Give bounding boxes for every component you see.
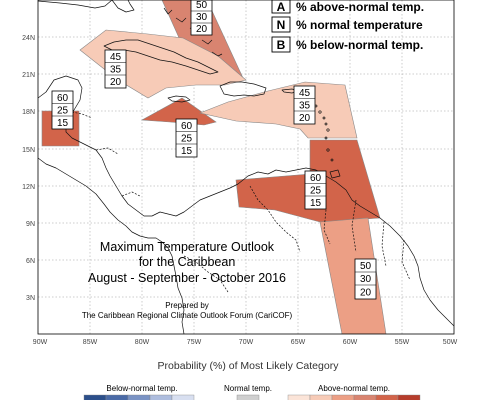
lat-label: 18N — [22, 109, 35, 116]
category-key: A % above-normal temp. N % normal temper… — [271, 0, 424, 53]
prob-above: 45 — [110, 52, 122, 63]
key-letter-normal: N — [277, 18, 286, 32]
prob-below: 15 — [181, 146, 193, 157]
prob-below: 20 — [299, 113, 311, 124]
probability-swatch — [127, 394, 151, 402]
below-normal-swatches — [83, 394, 195, 402]
prob-box-cuba-jamaica: 45 35 20 — [104, 49, 127, 89]
lat-label: 21N — [22, 72, 35, 79]
probability-legend-title: Probability (%) of Most Likely Category — [158, 360, 340, 372]
prob-box-eastern-caribbean: 45 35 20 — [293, 85, 316, 125]
title-line-1: Maximum Temperature Outlook — [100, 240, 275, 254]
above-normal-label: Above-normal temp. — [318, 384, 390, 393]
probability-swatch — [171, 394, 195, 402]
prob-below: 20 — [360, 288, 372, 299]
probability-swatch — [397, 394, 421, 402]
prob-below: 20 — [196, 24, 208, 35]
prob-normal: 25 — [57, 106, 69, 117]
key-letter-below: B — [277, 38, 286, 52]
probability-swatch — [149, 394, 173, 402]
lon-label: 65W — [291, 339, 306, 346]
prob-box-southern-caribbean: 60 25 15 — [304, 170, 327, 210]
normal-swatches — [236, 394, 260, 402]
probability-swatch — [83, 394, 107, 402]
region-eastern-caribbean — [198, 81, 358, 139]
below-normal-label: Below-normal temp. — [106, 384, 177, 393]
prob-below: 15 — [310, 198, 322, 209]
prob-normal: 30 — [196, 12, 208, 23]
probability-swatch — [331, 394, 355, 402]
prob-normal: 30 — [360, 274, 372, 285]
lon-label: 50W — [443, 339, 458, 346]
lon-label: 90W — [33, 339, 48, 346]
key-text-above: % above-normal temp. — [296, 0, 424, 14]
longitude-labels: 90W 85W 80W 75W 70W 65W 60W 55W 50W — [33, 339, 458, 346]
prob-normal: 35 — [110, 65, 122, 76]
prob-normal: 35 — [299, 101, 311, 112]
normal-label: Normal temp. — [224, 384, 272, 393]
probability-swatch — [236, 394, 260, 402]
map-border — [37, 0, 455, 335]
lat-label: 15N — [22, 147, 35, 154]
lat-label: 12N — [22, 184, 35, 191]
prob-above: 45 — [299, 88, 311, 99]
probability-swatch — [105, 394, 129, 402]
lat-label: 3N — [26, 295, 35, 302]
coastlines — [38, 0, 454, 334]
prob-below: 15 — [57, 118, 69, 129]
lat-label: 24N — [22, 35, 35, 42]
lon-label: 75W — [187, 339, 202, 346]
lon-label: 80W — [135, 339, 150, 346]
prob-above: 60 — [181, 121, 193, 132]
lat-label: 9N — [26, 221, 35, 228]
title-line-3: August - September - October 2016 — [88, 271, 286, 285]
probability-swatch — [375, 394, 399, 402]
prob-box-guianas: 50 30 20 — [354, 258, 377, 300]
probability-legend: Probability (%) of Most Likely Category … — [83, 360, 421, 402]
lat-label: 6N — [26, 258, 35, 265]
prepared-by: Prepared by — [165, 301, 209, 310]
lon-label: 85W — [83, 339, 98, 346]
prob-box-bahamas: 50 30 20 — [190, 0, 213, 36]
lon-label: 70W — [239, 339, 254, 346]
map-title: Maximum Temperature Outlook for the Cari… — [82, 240, 293, 320]
region-guianas — [319, 217, 387, 334]
prob-above: 60 — [310, 173, 322, 184]
forum-name: The Caribbean Regional Climate Outlook F… — [82, 311, 293, 320]
probability-swatch — [287, 394, 311, 402]
prob-normal: 25 — [181, 134, 193, 145]
prob-above: 50 — [360, 261, 372, 272]
prob-normal: 25 — [310, 186, 322, 197]
prob-above: 50 — [196, 0, 208, 11]
lon-label: 55W — [395, 339, 410, 346]
prob-below: 20 — [110, 77, 122, 88]
above-normal-swatches — [287, 394, 421, 402]
prob-above: 60 — [57, 93, 69, 104]
probability-swatch — [353, 394, 377, 402]
key-text-below: % below-normal temp. — [296, 38, 423, 52]
prob-box-belize: 60 25 15 — [51, 90, 74, 130]
key-letter-above: A — [277, 0, 286, 14]
key-text-normal: % normal temperature — [296, 18, 423, 32]
latitude-labels: 24N 21N 18N 15N 12N 9N 6N 3N — [22, 35, 35, 302]
prob-box-central-caribbean: 60 25 15 — [175, 118, 198, 158]
title-line-2: for the Caribbean — [139, 255, 236, 269]
lon-label: 60W — [343, 339, 358, 346]
probability-swatch — [309, 394, 333, 402]
